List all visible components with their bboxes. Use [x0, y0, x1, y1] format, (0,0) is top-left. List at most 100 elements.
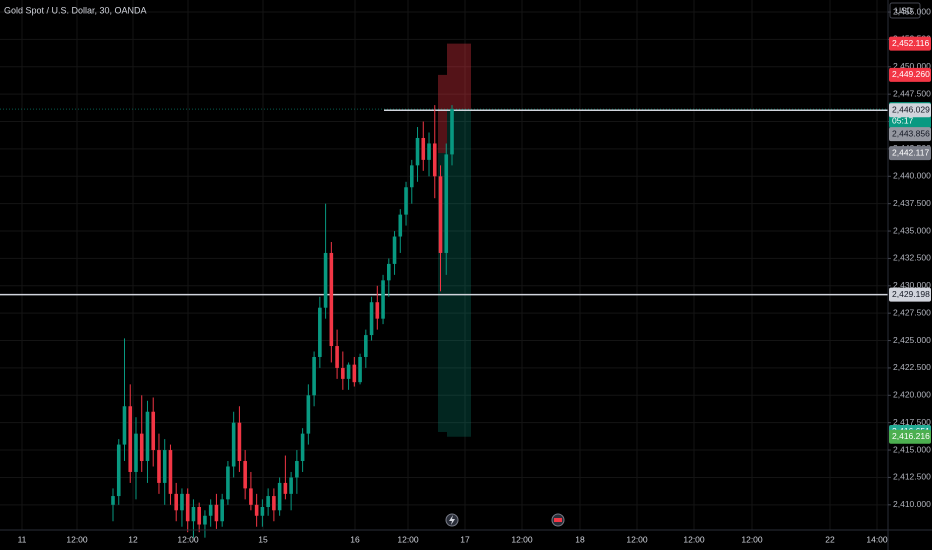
candle-body: [157, 450, 161, 483]
x-tick-label: 16: [350, 534, 360, 544]
x-tick-label: 12:00: [683, 534, 705, 544]
countdown: 05:17: [892, 115, 914, 125]
candle-body: [421, 137, 426, 160]
candle-body: [358, 356, 362, 383]
candle-body: [375, 302, 380, 319]
candle-body: [409, 165, 414, 188]
stop-zone: [447, 43, 471, 110]
candle-body: [283, 482, 288, 494]
candle-body: [260, 507, 265, 516]
candle-body: [312, 356, 316, 396]
candle-body: [450, 109, 454, 155]
price-label: 2,452.116: [892, 38, 929, 48]
y-tick-label: 2,415.000: [893, 444, 931, 454]
candle-body: [272, 496, 276, 511]
x-tick-label: 15: [258, 534, 268, 544]
price-label: 2,416.216: [892, 431, 930, 441]
chart-title: Gold Spot / U.S. Dollar, 30, OANDA: [4, 5, 147, 15]
event-icon[interactable]: [445, 513, 459, 527]
candle-body: [214, 504, 219, 522]
axes: 2,455.0002,452.5002,450.0002,447.5002,44…: [18, 6, 932, 544]
candle-body: [128, 406, 133, 472]
candle-body: [237, 422, 242, 462]
candle-body: [191, 507, 196, 522]
event-icon[interactable]: [551, 513, 565, 527]
candle-body: [295, 461, 299, 478]
candle-body: [185, 493, 190, 522]
candle-body: [116, 444, 121, 497]
x-tick-label: 12:00: [626, 534, 648, 544]
candle-body: [145, 411, 150, 462]
candle-body: [277, 482, 282, 511]
x-tick-label: 17: [460, 534, 470, 544]
candle-body: [386, 263, 391, 281]
y-tick-label: 2,417.500: [893, 417, 931, 427]
x-tick-label: 12:00: [511, 534, 533, 544]
candle-body: [300, 433, 305, 462]
candle-body: [203, 515, 207, 525]
candle-body: [231, 422, 236, 467]
candle-body: [266, 496, 270, 508]
y-tick-label: 2,422.500: [893, 362, 931, 372]
candle-body: [162, 450, 167, 483]
candle-body: [122, 406, 127, 445]
candle-body: [323, 252, 328, 308]
target-zone: [447, 109, 471, 437]
candle-body: [432, 143, 437, 177]
candle-body: [249, 488, 253, 505]
candle-body: [438, 176, 443, 253]
price-label-bg: [889, 36, 931, 51]
price-label: 2,446.029: [892, 105, 930, 115]
price-label-bg: [889, 67, 931, 82]
candle-body: [111, 496, 115, 505]
price-label-bg: [889, 146, 931, 161]
candle-body: [444, 154, 449, 253]
x-tick-label: 22: [825, 534, 835, 544]
price-label: 2,429.198: [892, 289, 930, 299]
candle-body: [139, 433, 144, 462]
x-tick-label: 12:00: [397, 534, 419, 544]
price-label-bg: [889, 103, 931, 118]
target-zone: [438, 153, 447, 432]
y-tick-label: 2,427.500: [893, 307, 931, 317]
y-tick-label: 2,450.000: [893, 61, 931, 71]
y-tick-label: 2,420.000: [893, 390, 931, 400]
candle-body: [318, 307, 322, 357]
candle-body: [254, 504, 259, 516]
y-tick-label: 2,412.500: [893, 472, 931, 482]
y-tick-label: 2,430.000: [893, 280, 931, 290]
candle-body: [427, 143, 431, 160]
candle-body: [329, 252, 334, 347]
candle-body: [364, 335, 368, 357]
y-tick-label: 2,432.500: [893, 253, 931, 263]
candle-body: [151, 411, 156, 451]
y-tick-label: 2,435.000: [893, 225, 931, 235]
candle-body: [415, 137, 420, 166]
y-tick-label: 2,425.000: [893, 335, 931, 345]
candle-body: [174, 493, 179, 511]
candle-body: [352, 364, 357, 383]
y-tick-label: 2,410.000: [893, 499, 931, 509]
candle-body: [369, 302, 374, 336]
x-tick-label: 11: [18, 534, 27, 544]
x-tick-label: 18: [575, 534, 585, 544]
candle-body: [134, 433, 138, 472]
currency-button[interactable]: [889, 2, 921, 19]
currency[interactable]: USD: [895, 5, 913, 15]
x-tick-label: 14:00: [866, 534, 888, 544]
stop-zone: [438, 74, 447, 154]
x-tick-label: 12:00: [177, 534, 199, 544]
candle-body: [243, 461, 247, 489]
candle-body: [208, 504, 213, 516]
price-label: 2,442.117: [892, 147, 929, 157]
candle-body: [306, 395, 311, 434]
y-tick-label: 2,455.000: [893, 6, 931, 16]
candle-body: [168, 450, 173, 494]
y-tick-label: 2,447.500: [893, 88, 931, 98]
price-label: 2,449.260: [892, 69, 930, 79]
y-tick-label: 2,440.000: [893, 171, 931, 181]
y-tick-label: 2,437.500: [893, 198, 931, 208]
